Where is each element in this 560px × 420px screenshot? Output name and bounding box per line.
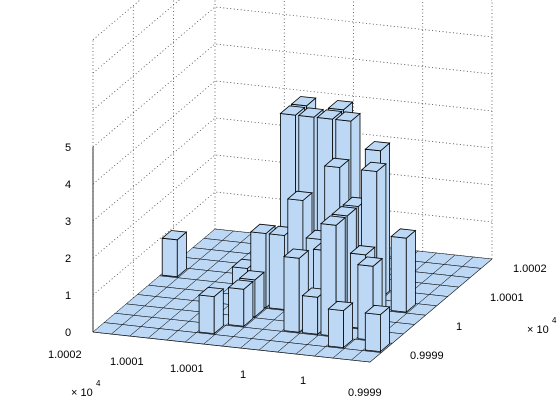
y-tick-label: 1 bbox=[456, 321, 462, 333]
grid-line-z-3 bbox=[92, 117, 493, 222]
bar-front-face bbox=[302, 295, 319, 335]
bar-top-face bbox=[316, 109, 343, 120]
x-tick-label: 0.9999 bbox=[348, 387, 382, 399]
bar-6-2 bbox=[225, 279, 257, 328]
tick-labels: 0 1 2 3 4 5 1.0002 1.0001 1.0001 1 1 0.9999 0.9999 1 1… bbox=[48, 142, 547, 399]
grid-line-upper-0 bbox=[92, 6, 493, 111]
x-tick-label: 1.0001 bbox=[170, 363, 204, 375]
z-tick-label: 5 bbox=[65, 142, 71, 154]
y-multiplier-label: × 10 bbox=[527, 324, 549, 336]
z-tick-label: 1 bbox=[65, 290, 71, 302]
bar-top-face bbox=[349, 245, 376, 256]
bar-top-face bbox=[238, 270, 265, 281]
bar-side-face bbox=[405, 229, 416, 314]
x-tick-label: 1 bbox=[240, 369, 246, 381]
bar-top-face bbox=[364, 141, 391, 152]
bar-13-5 bbox=[387, 228, 419, 314]
bar-front-face bbox=[198, 294, 215, 335]
bar-top-face bbox=[198, 286, 225, 298]
bar-front-face bbox=[390, 236, 407, 313]
bar-top-face bbox=[161, 230, 188, 241]
y-tick-label: 1.0002 bbox=[513, 263, 547, 275]
bar-top-face bbox=[283, 248, 310, 259]
bar-top-face bbox=[297, 107, 325, 118]
x-multiplier-label: × 10 bbox=[71, 387, 93, 399]
x-tick-label: 1.0002 bbox=[48, 349, 82, 361]
bar-front-face bbox=[364, 312, 381, 353]
bar-front-face bbox=[228, 287, 245, 327]
grid-line-z-5 bbox=[92, 43, 493, 148]
z-tick-label: 2 bbox=[65, 253, 71, 265]
bar-top-face bbox=[279, 105, 306, 116]
grid-line-z-4 bbox=[92, 80, 493, 185]
bar-top-face bbox=[327, 100, 354, 111]
bar-top-face bbox=[360, 161, 387, 172]
bar-top-face bbox=[331, 206, 358, 217]
z-tick-label: 3 bbox=[65, 216, 71, 228]
bar-top-face bbox=[334, 111, 361, 122]
y-tick-label: 0.9999 bbox=[410, 350, 444, 362]
bar-top-face bbox=[320, 215, 347, 226]
bar-top-face bbox=[323, 157, 350, 168]
bar-top-face bbox=[286, 190, 313, 201]
bar-0-6 bbox=[158, 230, 190, 279]
bar-5-1 bbox=[195, 286, 227, 335]
bar-top-face bbox=[364, 304, 391, 316]
grid-line-z-2 bbox=[92, 154, 493, 259]
grid-line-upper-2 bbox=[92, 0, 141, 40]
y-tick-label: 1.0001 bbox=[490, 292, 524, 304]
bar-top-face bbox=[290, 96, 317, 107]
grid-line-z-1 bbox=[92, 191, 493, 296]
bar-top-face bbox=[227, 279, 254, 290]
bar-14-1 bbox=[361, 304, 393, 353]
x-tick-label: 1.0001 bbox=[110, 356, 144, 368]
bar-top-face bbox=[356, 256, 384, 267]
bar-front-face bbox=[161, 237, 178, 278]
floor-tile bbox=[350, 350, 382, 363]
bar-14-0 bbox=[350, 350, 382, 363]
z-tick-label: 0 bbox=[65, 327, 71, 339]
bar-front-face bbox=[283, 256, 300, 333]
bar-12-1 bbox=[325, 300, 356, 349]
bar-top-face bbox=[249, 223, 277, 234]
bar-top-face bbox=[327, 300, 354, 312]
bars-group bbox=[92, 96, 493, 363]
y-multiplier-exponent: 4 bbox=[552, 316, 557, 325]
grid-line-upper-1 bbox=[92, 0, 492, 74]
bar-9-2 bbox=[280, 248, 312, 334]
z-tick-label: 4 bbox=[65, 179, 71, 191]
bar-front-face bbox=[268, 233, 285, 310]
x-tick-label: 1 bbox=[300, 375, 306, 387]
x-multiplier-exponent: 4 bbox=[96, 379, 101, 388]
bar-front-face bbox=[327, 308, 344, 349]
bar-top-face bbox=[390, 228, 417, 239]
axis-multipliers: × 10 4 × 10 4 bbox=[71, 316, 557, 399]
